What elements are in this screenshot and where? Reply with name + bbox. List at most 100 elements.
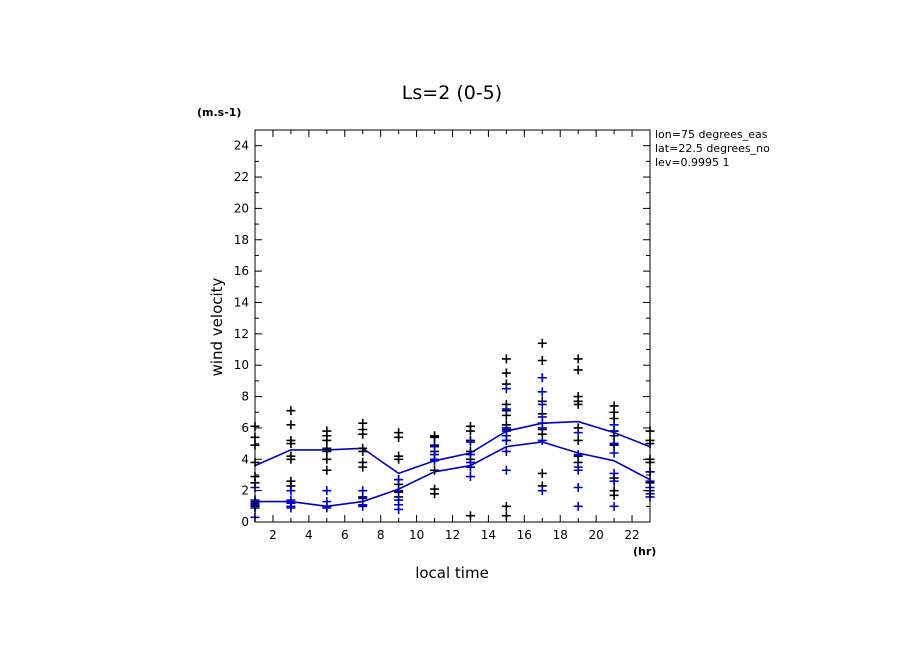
info-lat: lat=22.5 degrees_no [655,142,770,155]
y-tick-label: 24 [234,139,249,153]
y-tick-label: 0 [241,515,249,529]
data-point-black [430,489,440,499]
data-point-blue [501,446,511,456]
data-point-blue [609,426,619,436]
data-point-blue [465,472,475,482]
data-point-blue [609,448,619,458]
data-point-black [286,454,296,464]
data-point-black [465,426,475,436]
y-tick-label: 12 [234,327,249,341]
data-point-black [573,435,583,445]
series-lines [254,420,651,508]
data-point-blue [537,435,547,445]
data-point-blue [537,387,547,397]
data-point-black [322,435,332,445]
x-tick-label: 10 [409,528,424,542]
x-unit-label: (hr) [633,545,656,558]
data-point-black [322,465,332,475]
y-tick-label: 22 [234,170,249,184]
data-point-black [573,354,583,364]
data-point-black [358,429,368,439]
data-point-blue [537,373,547,383]
data-point-blue [573,450,583,460]
data-point-blue [394,504,404,514]
data-point-black [501,368,511,378]
x-tick-label: 8 [377,528,385,542]
chart-title: Ls=2 (0-5) [402,82,502,104]
y-tick-label: 16 [234,264,249,278]
data-point-blue [286,503,296,513]
data-point-black [286,439,296,449]
data-points [250,338,655,522]
data-point-blue [501,465,511,475]
data-point-blue [358,486,368,496]
y-tick-label: 14 [234,295,249,309]
y-tick-label: 10 [234,358,249,372]
info-lon: lon=75 degrees_eas [655,128,768,141]
data-point-black [537,338,547,348]
data-point-black [286,406,296,416]
x-tick-label: 22 [624,528,639,542]
x-tick-label: 18 [553,528,568,542]
y-tick-label: 2 [241,484,249,498]
y-tick-label: 18 [234,233,249,247]
series-line-1 [254,420,651,475]
data-point-blue [609,439,619,449]
data-point-black [430,465,440,475]
data-point-black [609,490,619,500]
data-point-black [358,446,368,456]
x-tick-label: 12 [445,528,460,542]
data-point-blue [573,483,583,493]
data-point-blue [322,486,332,496]
series-line-2 [255,441,651,508]
data-point-black [394,454,404,464]
data-point-blue [501,384,511,394]
y-tick-label: 4 [241,452,249,466]
data-point-blue [501,435,511,445]
data-point-blue [394,486,404,496]
data-point-blue [465,462,475,472]
y-tick-label: 8 [241,390,249,404]
data-point-black [573,399,583,409]
data-point-blue [537,486,547,496]
data-point-blue [394,475,404,485]
data-point-black [501,354,511,364]
data-point-blue [430,456,440,466]
y-axis-label: wind velocity [208,277,226,376]
data-point-blue [537,423,547,433]
data-point-blue [465,450,475,460]
data-point-blue [430,442,440,452]
data-point-black [537,468,547,478]
data-point-blue [286,486,296,496]
data-point-black [394,432,404,442]
x-tick-label: 20 [588,528,603,542]
data-point-blue [537,399,547,409]
data-point-black [537,355,547,365]
x-tick-label: 6 [341,528,349,542]
x-tick-label: 16 [517,528,532,542]
data-point-black [322,446,332,456]
data-point-black [358,462,368,472]
data-point-black [501,511,511,521]
data-point-black [501,501,511,511]
data-point-blue [573,501,583,511]
data-point-blue [465,437,475,447]
info-lev: lev=0.9995 1 [655,156,730,169]
data-point-blue [609,476,619,486]
data-point-blue [322,503,332,513]
data-point-blue [501,404,511,414]
plot-frame [254,129,651,523]
data-point-blue [609,501,619,511]
data-point-black [573,365,583,375]
x-axis-label: local time [415,564,489,582]
y-tick-label: 6 [241,421,249,435]
x-tick-label: 2 [269,528,277,542]
data-point-blue [358,501,368,511]
x-tick-label: 4 [305,528,313,542]
data-point-blue [609,468,619,478]
x-tick-label: 14 [481,528,496,542]
data-point-black [465,511,475,521]
data-point-black [322,454,332,464]
